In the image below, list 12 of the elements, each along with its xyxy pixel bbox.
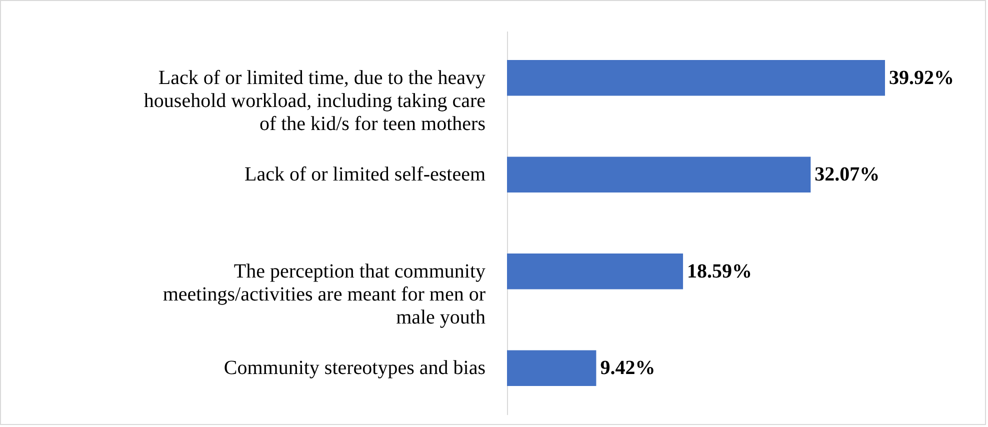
- y-tick-label: The perception that community meetings/activities are meant for men or male youth: [162, 260, 486, 328]
- bar: [507, 253, 684, 290]
- y-tick-label: Lack of or limited self-esteem: [244, 164, 486, 186]
- bar: [507, 60, 885, 96]
- data-label: 32.07%: [814, 164, 880, 186]
- data-label: 18.59%: [687, 260, 752, 282]
- y-tick-label: Lack of or limited time, due to the heavy household workload, including taking care of the kid/s for teen mothers: [144, 66, 486, 135]
- bar: [507, 350, 596, 386]
- data-label: 9.42%: [600, 357, 656, 380]
- y-tick-label: Community stereotypes and bias: [224, 357, 486, 380]
- bar: [507, 156, 811, 193]
- data-label: 39.92%: [889, 66, 954, 89]
